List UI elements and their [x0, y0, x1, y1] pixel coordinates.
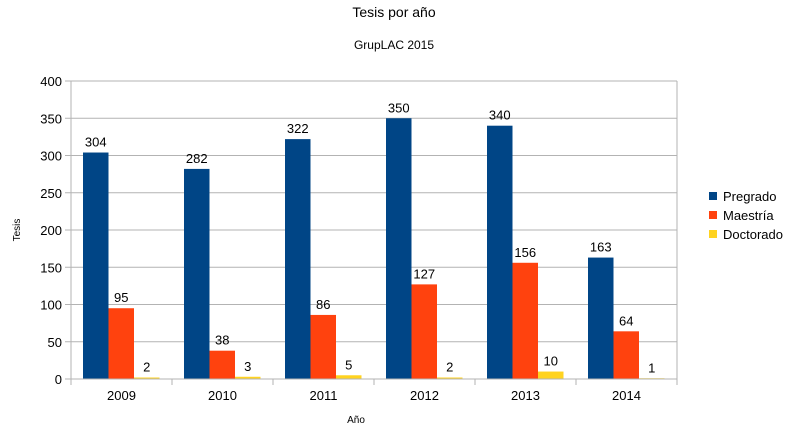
y-tick-label: 350	[40, 111, 62, 126]
bar	[386, 118, 412, 379]
legend-label: Maestría	[723, 208, 774, 223]
legend-label: Pregrado	[723, 189, 776, 204]
bar	[411, 284, 437, 379]
data-label: 2	[143, 360, 150, 375]
x-tick-label: 2013	[511, 388, 540, 403]
data-label: 127	[413, 266, 435, 281]
x-tick-label: 2014	[612, 388, 641, 403]
legend: Pregrado Maestría Doctorado	[709, 189, 783, 242]
bar	[235, 376, 261, 379]
legend-swatch	[709, 211, 717, 219]
bar	[538, 371, 564, 379]
x-tick-label: 2012	[410, 388, 439, 403]
data-label: 156	[514, 245, 536, 260]
bar	[134, 377, 160, 379]
data-labels: 304 282 322 350 340 163 95 38 86 127 156 64 2 3 5 2 10 1	[85, 100, 655, 375]
legend-label: Doctorado	[723, 227, 783, 242]
bar	[108, 308, 134, 379]
data-label: 304	[85, 135, 107, 150]
bar	[613, 331, 639, 379]
data-label: 3	[244, 359, 251, 374]
bar	[285, 139, 311, 379]
data-label: 86	[316, 297, 330, 312]
data-label: 1	[648, 360, 655, 375]
chart-subtitle: GrupLAC 2015	[354, 38, 434, 52]
bar	[184, 168, 210, 379]
legend-swatch	[709, 192, 717, 200]
data-label: 340	[489, 108, 511, 123]
y-tick-label: 0	[55, 372, 62, 387]
y-tick-label: 200	[40, 223, 62, 238]
y-tick-label: 300	[40, 149, 62, 164]
bar	[512, 262, 538, 379]
bar-series	[83, 118, 665, 379]
bar	[209, 350, 235, 379]
x-axis-label: Año	[347, 415, 365, 425]
y-axis-label: Tesis	[12, 219, 23, 242]
data-label: 10	[544, 354, 558, 369]
bar	[336, 375, 362, 379]
y-tick-label: 150	[40, 260, 62, 275]
x-tick-label: 2010	[208, 388, 237, 403]
data-label: 322	[287, 121, 309, 136]
data-label: 2	[446, 360, 453, 375]
bar	[588, 257, 614, 379]
y-tick-label: 400	[40, 74, 62, 89]
bar	[437, 377, 463, 379]
y-axis-ticks: 0 50 100 150 200 250 300 350 400	[40, 74, 62, 387]
data-label: 350	[388, 100, 410, 115]
y-tick-label: 250	[40, 186, 62, 201]
legend-swatch	[709, 230, 717, 238]
x-tick-label: 2009	[107, 388, 136, 403]
y-tick-label: 100	[40, 298, 62, 313]
gridlines	[65, 80, 678, 385]
bar	[310, 314, 336, 379]
data-label: 5	[345, 357, 352, 372]
axes	[70, 81, 678, 380]
x-axis-ticks: 2009 2010 2011 2012 2013 2014	[107, 388, 641, 403]
bar	[83, 152, 109, 379]
chart-title: Tesis por año	[352, 4, 435, 20]
data-label: 38	[215, 333, 229, 348]
x-tick-label: 2011	[310, 388, 338, 403]
bar	[487, 125, 513, 379]
data-label: 64	[619, 313, 633, 328]
data-label: 163	[590, 240, 612, 255]
data-label: 95	[114, 290, 128, 305]
y-tick-label: 50	[48, 335, 62, 350]
data-label: 282	[186, 151, 208, 166]
